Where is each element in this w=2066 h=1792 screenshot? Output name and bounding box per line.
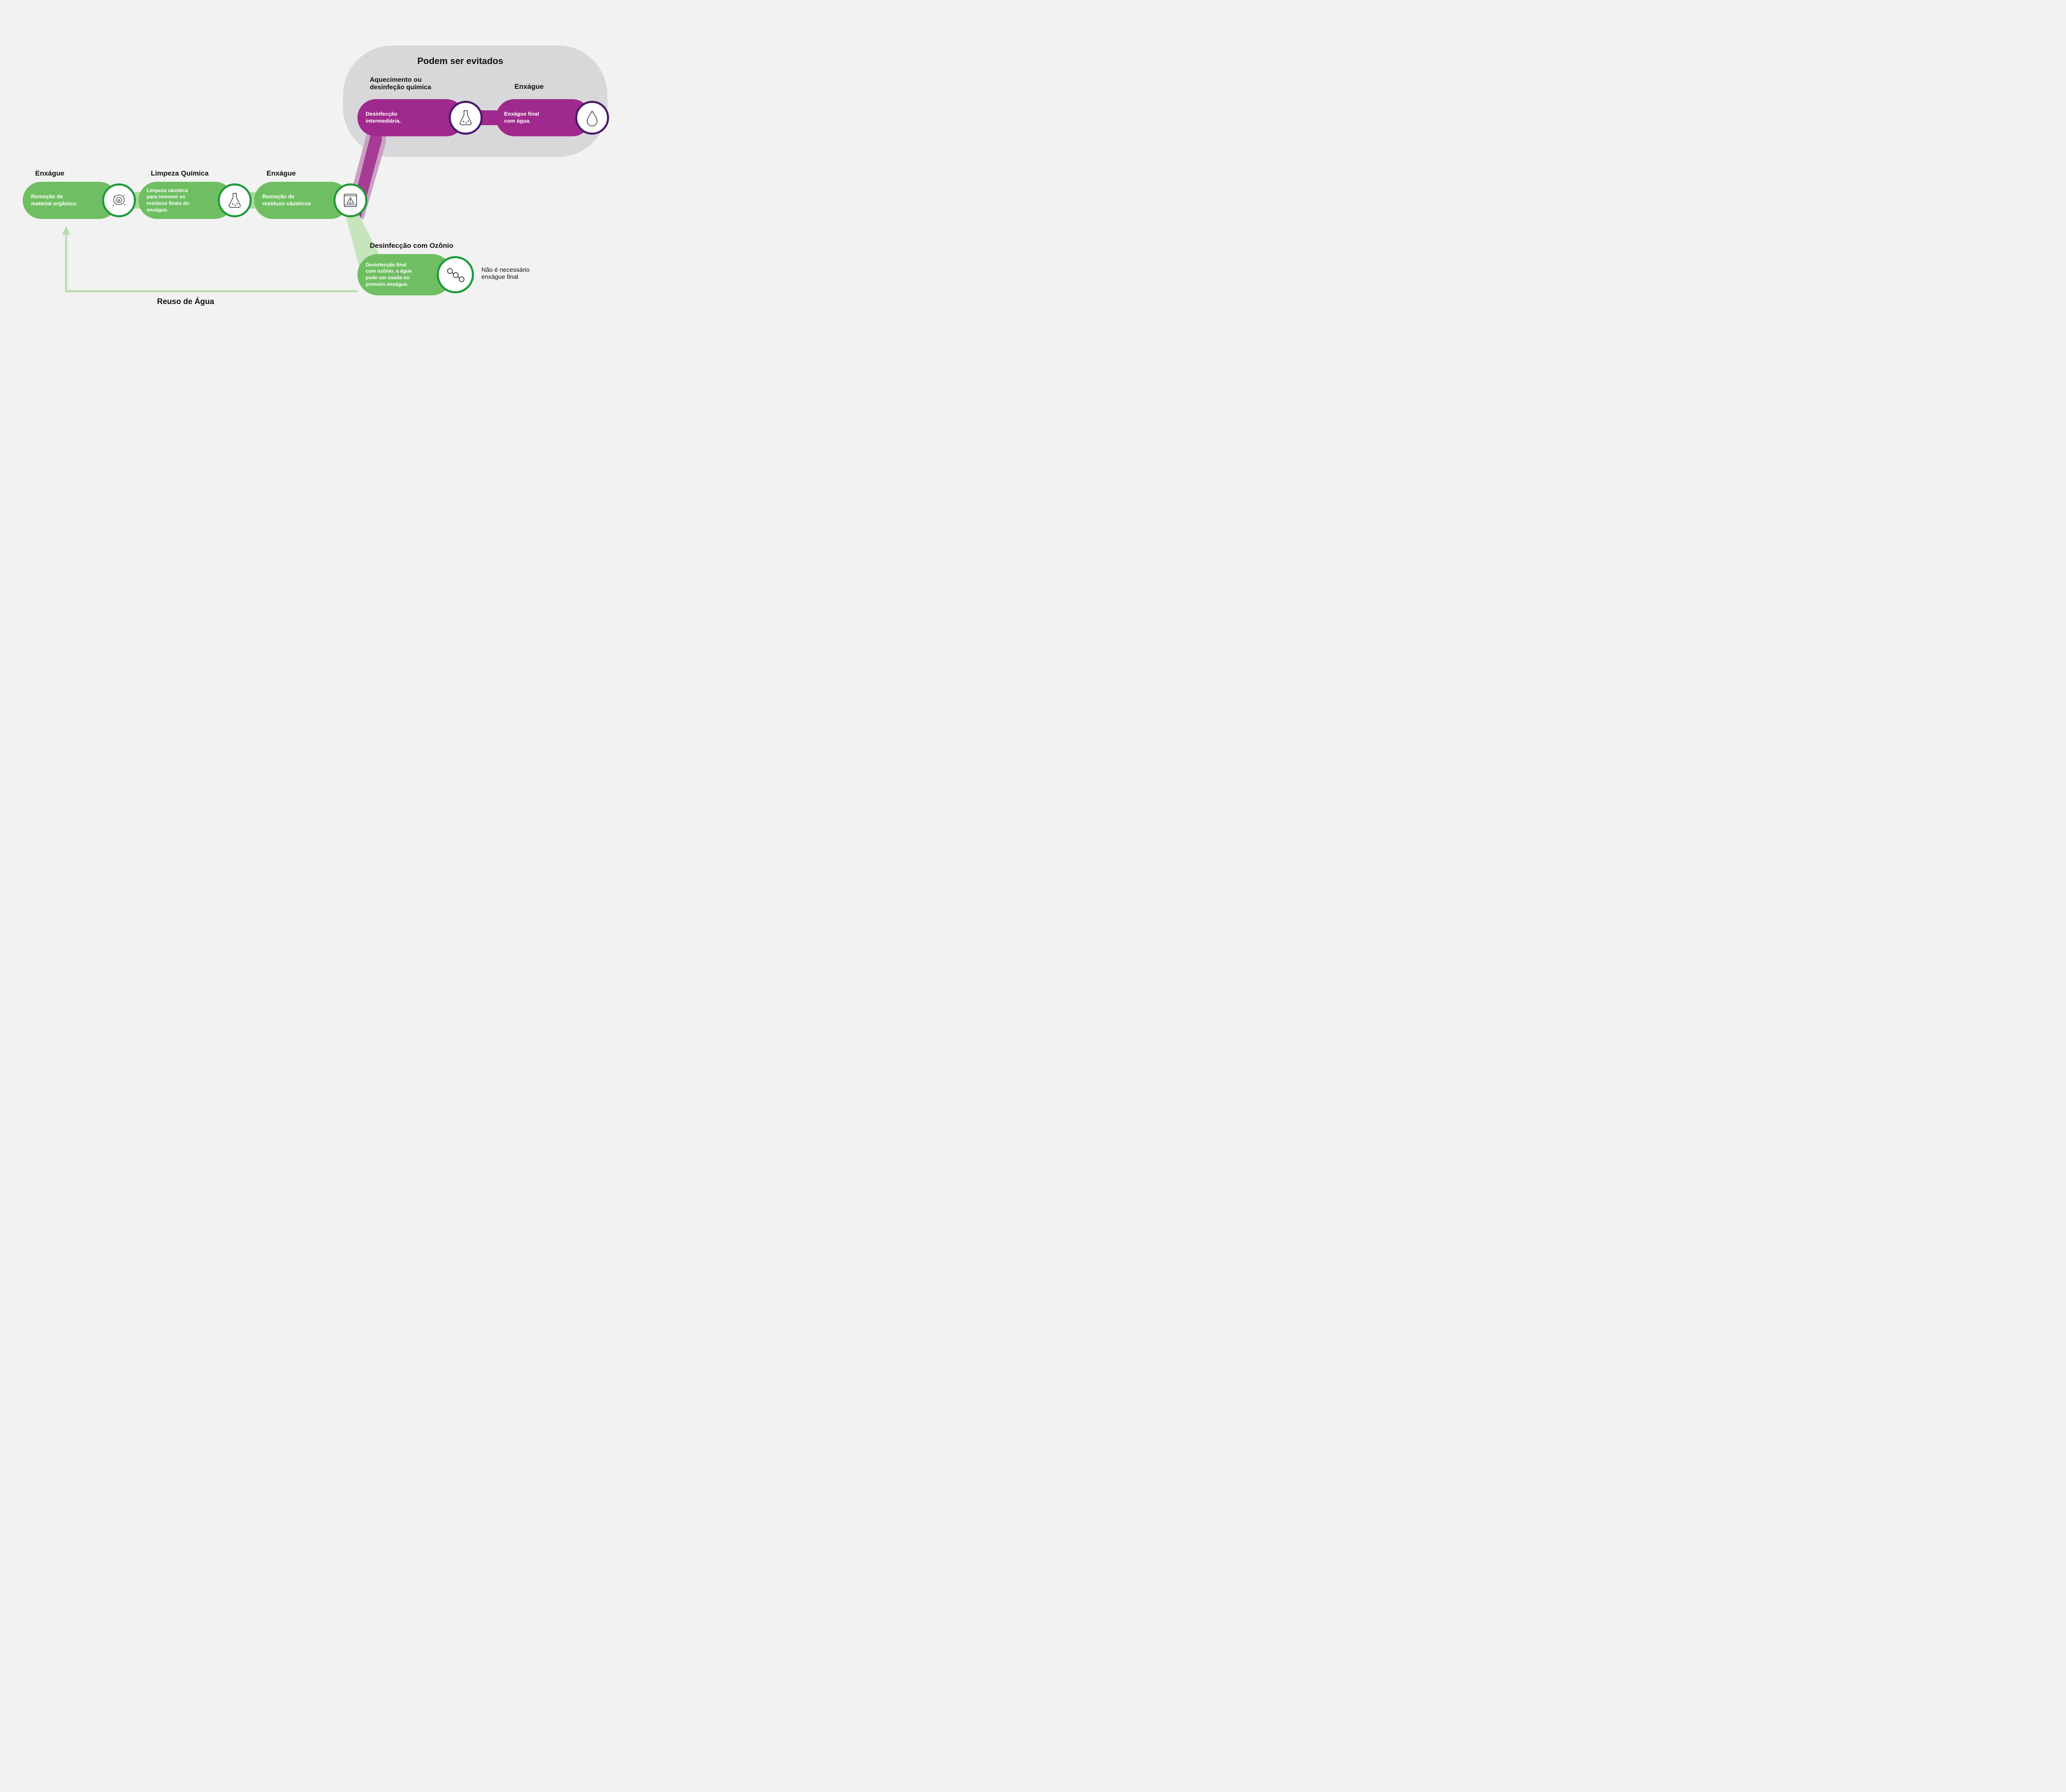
node-4-text: Desinfecção intermediária. xyxy=(366,111,401,125)
node-1-title: Enxágue xyxy=(35,169,64,178)
flask-icon-purple xyxy=(449,101,483,135)
node-1-text: Remoção de material orgânico. xyxy=(31,193,77,207)
node-3-title: Enxágue xyxy=(267,169,296,178)
node-5-text: Enxágue final com água. xyxy=(504,111,539,125)
hazard-icon xyxy=(333,183,367,217)
node-6-text: Desinfecção final com ozônio, a água pod… xyxy=(366,262,412,288)
node-5-title: Enxágue xyxy=(514,83,544,91)
reuse-label: Reuso de Água xyxy=(157,297,214,307)
node-2-text: Limpeza cáustica para remover os resíduo… xyxy=(147,188,189,213)
ozone-icon xyxy=(437,256,474,293)
side-note: Não é necessário enxágue final xyxy=(481,266,530,280)
node-4-title: Aquecimento ou desinfeção química xyxy=(370,76,431,91)
swirl-icon xyxy=(102,183,136,217)
node-6-title: Desinfecção com Ozônio xyxy=(370,242,453,250)
node-3-text: Remoção de resíduos cáusticos xyxy=(262,193,311,207)
drop-icon xyxy=(575,101,609,135)
diagram-canvas: Podem ser evitados Reuso de Água Enxágue… xyxy=(0,0,620,372)
node-2-title: Limpeza Química xyxy=(151,169,209,178)
flask-icon xyxy=(218,183,252,217)
